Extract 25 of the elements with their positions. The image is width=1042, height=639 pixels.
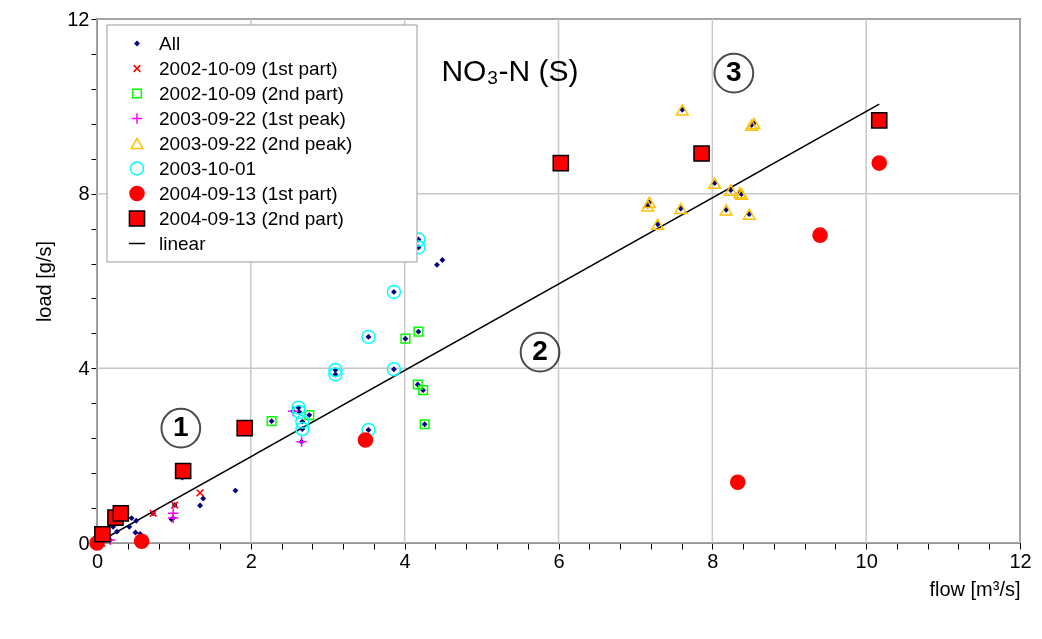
y-tick-label: 8 [78, 182, 90, 205]
legend-label: 2002-10-09 (1st part) [159, 57, 338, 79]
y-tick-label: 0 [78, 531, 90, 554]
legend-label: All [159, 32, 181, 54]
y-axis-title: load [g/s] [33, 240, 56, 323]
annotation: 3 [726, 56, 742, 88]
y-tick-label: 4 [78, 356, 90, 379]
x-axis-title: flow [m³/s] [929, 577, 1021, 600]
x-tick-label: 10 [855, 549, 878, 572]
x-tick-label: 2 [245, 549, 257, 572]
x-tick-label: 6 [553, 549, 565, 572]
legend-label: 2003-10-01 [159, 157, 257, 179]
annotation: 2 [532, 335, 548, 367]
legend-label: 2003-09-22 (2nd peak) [159, 132, 353, 154]
legend-label: 2002-10-09 (2nd part) [159, 82, 344, 104]
x-tick-label: 12 [1009, 549, 1032, 572]
y-tick-label: 12 [67, 7, 90, 30]
legend-label: linear [159, 232, 207, 254]
legend-label: 2004-09-13 (1st part) [159, 182, 338, 204]
annotation: 1 [173, 411, 189, 443]
x-tick-label: 8 [707, 549, 719, 572]
legend-label: 2003-09-22 (1st peak) [159, 107, 346, 129]
x-tick-label: 4 [399, 549, 411, 572]
text: NO₃-N (S) [441, 54, 579, 87]
legend-label: 2004-09-13 (2nd part) [159, 207, 344, 229]
